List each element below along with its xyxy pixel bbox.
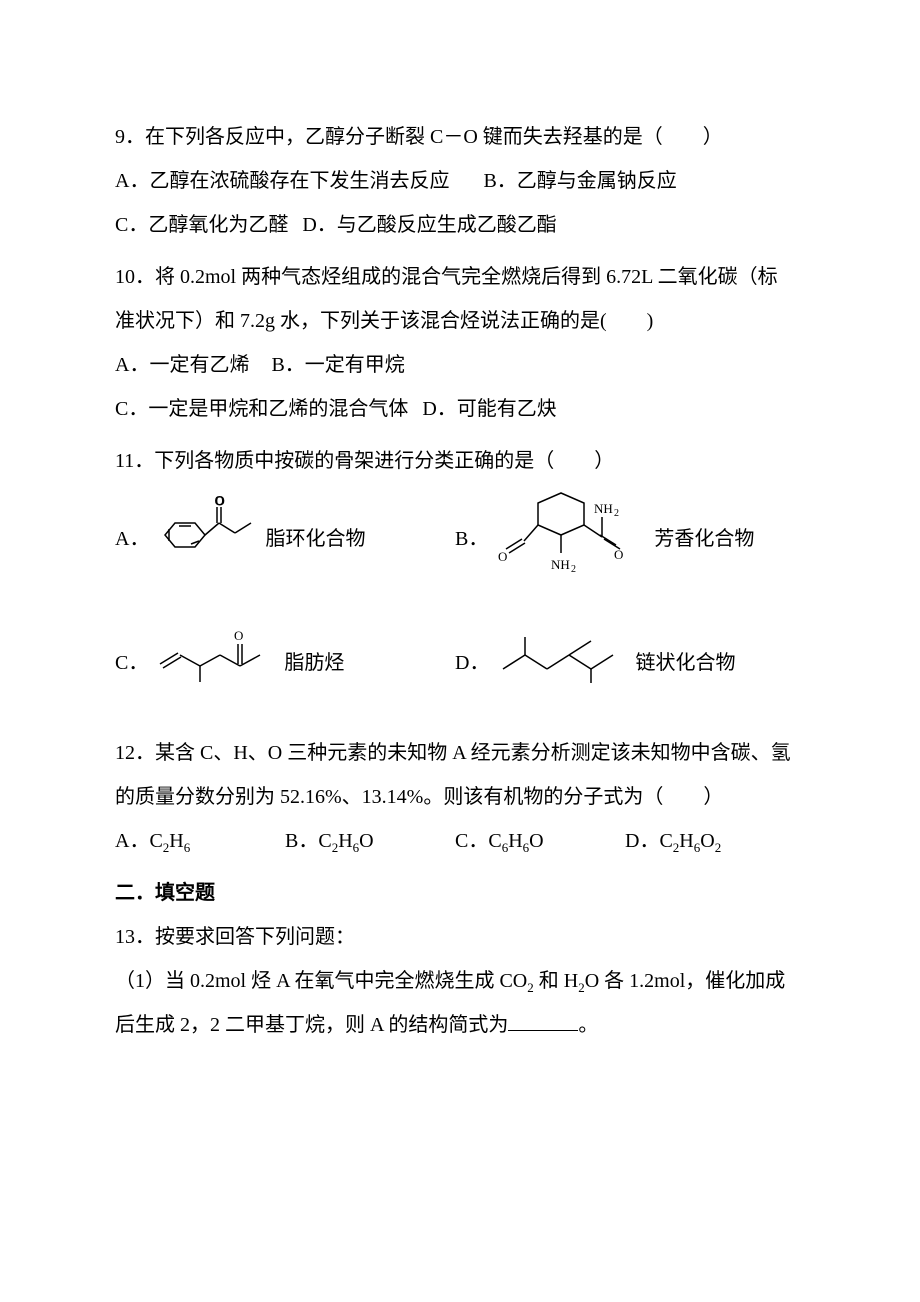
q12-option-a: A．C2H6 — [115, 819, 285, 863]
svg-text:2: 2 — [614, 508, 619, 519]
q13-sub1: （1）当 0.2mol 烃 A 在氧气中完全燃烧生成 CO2 和 H2O 各 1… — [115, 959, 795, 1047]
q11-d-label: D． — [455, 641, 489, 685]
svg-text:NH: NH — [551, 557, 570, 572]
q12-text: 12．某含 C、H、O 三种元素的未知物 A 经元素分析测定该未知物中含碳、氢的… — [115, 731, 795, 819]
q11-row-ab: A． — [115, 483, 795, 594]
q11-a-suffix: 脂环化合物 — [265, 517, 365, 561]
question-11: 11．下列各物质中按碳的骨架进行分类正确的是（ ） A． — [115, 439, 795, 703]
q10-options-row2: C．一定是甲烷和乙烯的混合气体 D．可能有乙炔 — [115, 387, 795, 431]
q11-b-label: B． — [455, 517, 488, 561]
q11-option-b: B． — [455, 483, 795, 594]
q9-text: 9．在下列各反应中，乙醇分子断裂 C－O 键而失去羟基的是（ ） — [115, 115, 795, 159]
q9-options-row1: A．乙醇在浓硫酸存在下发生消去反应 B．乙醇与金属钠反应 — [115, 159, 795, 203]
question-13: 13．按要求回答下列问题： （1）当 0.2mol 烃 A 在氧气中完全燃烧生成… — [115, 915, 795, 1047]
q11-d-structure-icon — [497, 625, 627, 701]
q9-option-a: A．乙醇在浓硫酸存在下发生消去反应 — [115, 159, 449, 203]
q11-c-structure-icon: O — [156, 622, 276, 703]
q9-option-c: C．乙醇氧化为乙醛 — [115, 203, 288, 247]
q11-option-d: D． 链状化 — [455, 625, 795, 701]
q11-text: 11．下列各物质中按碳的骨架进行分类正确的是（ ） — [115, 439, 795, 483]
q11-b-suffix: 芳香化合物 — [654, 517, 754, 561]
q9-options-row2: C．乙醇氧化为乙醛 D．与乙酸反应生成乙酸乙酯 — [115, 203, 795, 247]
q12-option-b: B．C2H6O — [285, 819, 455, 863]
svg-text:O: O — [614, 547, 623, 562]
svg-text:O: O — [215, 495, 224, 508]
q12-option-c: C．C6H6O — [455, 819, 625, 863]
q11-option-a: A． — [115, 495, 455, 583]
section-2-title: 二．填空题 — [115, 882, 215, 904]
q10-option-a: A．一定有乙烯 — [115, 343, 249, 387]
svg-text:2: 2 — [571, 564, 576, 575]
svg-text:NH: NH — [594, 501, 613, 516]
q10-text: 10．将 0.2mol 两种气态烃组成的混合气完全燃烧后得到 6.72L 二氧化… — [115, 255, 795, 343]
question-12: 12．某含 C、H、O 三种元素的未知物 A 经元素分析测定该未知物中含碳、氢的… — [115, 731, 795, 863]
svg-text:O: O — [234, 628, 243, 643]
q13-text: 13．按要求回答下列问题： — [115, 915, 795, 959]
q10-option-c: C．一定是甲烷和乙烯的混合气体 — [115, 387, 408, 431]
question-10: 10．将 0.2mol 两种气态烃组成的混合气完全燃烧后得到 6.72L 二氧化… — [115, 255, 795, 431]
q11-d-suffix: 链状化合物 — [635, 641, 735, 685]
q11-b-structure-icon: O NH 2 O NH 2 — [496, 483, 646, 594]
q11-row-cd: C． — [115, 622, 795, 703]
q12-options: A．C2H6 B．C2H6O C．C6H6O D．C2H6O2 — [115, 819, 795, 863]
q11-a-structure-icon: O — [157, 495, 257, 583]
q10-options-row1: A．一定有乙烯 B．一定有甲烷 — [115, 343, 795, 387]
q10-option-b: B．一定有甲烷 — [271, 343, 404, 387]
q13-blank[interactable] — [508, 1011, 578, 1031]
q9-option-d: D．与乙酸反应生成乙酸乙酯 — [302, 203, 556, 247]
q11-a-label: A． — [115, 517, 149, 561]
svg-text:O: O — [498, 549, 507, 564]
q11-option-c: C． — [115, 622, 455, 703]
section-2-heading: 二．填空题 — [115, 871, 795, 915]
question-9: 9．在下列各反应中，乙醇分子断裂 C－O 键而失去羟基的是（ ） A．乙醇在浓硫… — [115, 115, 795, 247]
q11-c-suffix: 脂肪烃 — [284, 641, 344, 685]
q12-option-d: D．C2H6O2 — [625, 819, 795, 863]
q10-option-d: D．可能有乙炔 — [422, 387, 556, 431]
q9-option-b: B．乙醇与金属钠反应 — [483, 159, 676, 203]
q11-c-label: C． — [115, 641, 148, 685]
